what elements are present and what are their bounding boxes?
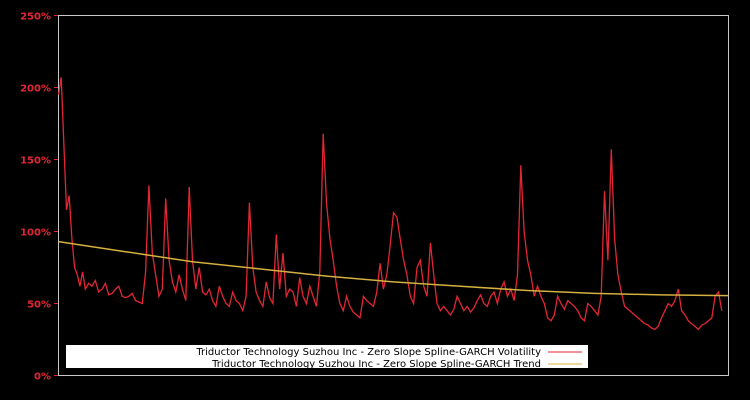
y-tick-label: 200%	[20, 84, 51, 95]
y-tick-label: 150%	[20, 156, 51, 167]
legend-label-trend: Triductor Technology Suzhou Inc - Zero S…	[211, 359, 541, 370]
y-tick-label: 100%	[20, 228, 51, 239]
series-volatility	[57, 77, 723, 331]
y-tick-label: 250%	[20, 12, 51, 23]
legend-label-volatility: Triductor Technology Suzhou Inc - Zero S…	[195, 347, 541, 358]
y-tick-label: 0%	[34, 372, 51, 383]
y-axis: 0% 50% 100% 150% 200% 250%	[20, 12, 58, 383]
y-tick-label: 50%	[27, 300, 51, 311]
legend: Triductor Technology Suzhou Inc - Zero S…	[66, 345, 588, 370]
series-trend	[58, 240, 729, 297]
legend-box	[66, 345, 588, 368]
plot-area	[58, 15, 729, 376]
